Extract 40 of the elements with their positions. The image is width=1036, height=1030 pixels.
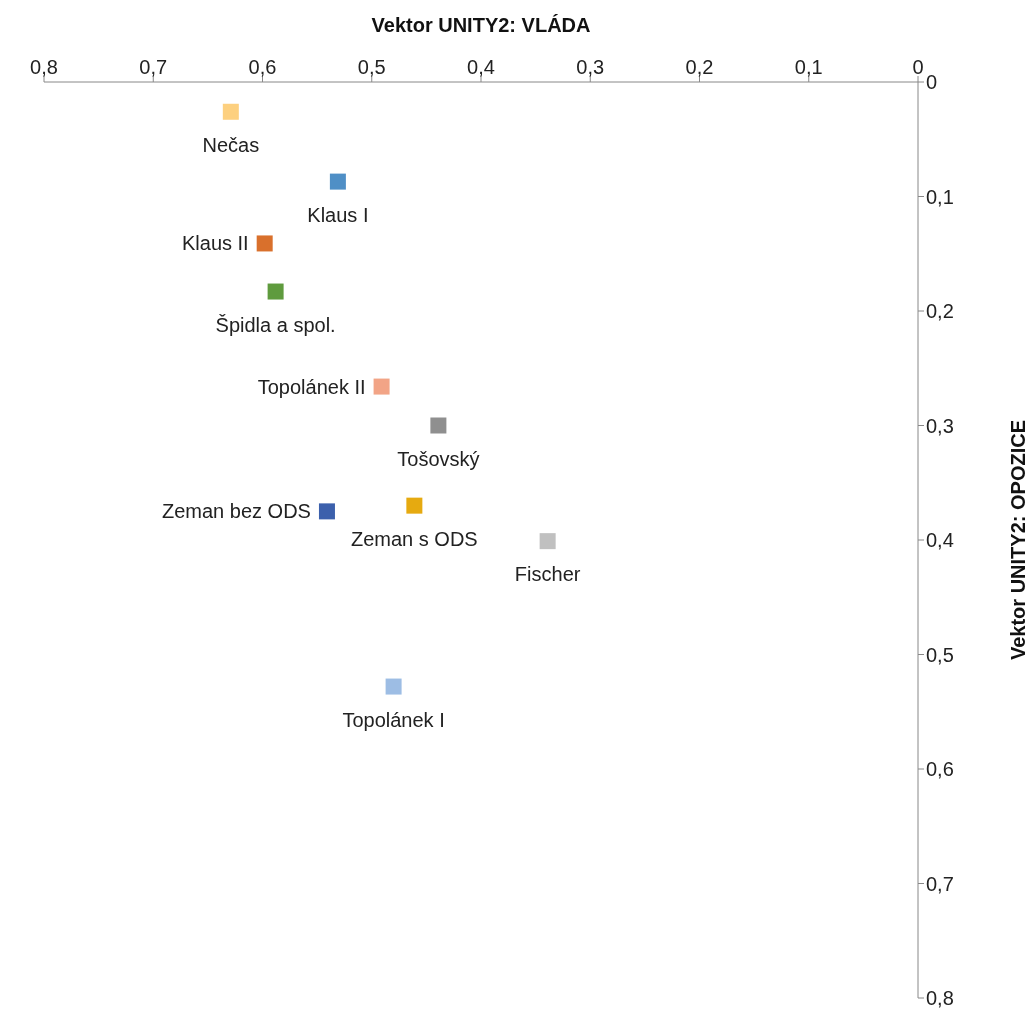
x-tick-label: 0,2	[685, 56, 714, 78]
x-tick-label: 0,6	[248, 56, 277, 78]
y-tick-label: 0,4	[926, 529, 954, 552]
x-tick-label: 0,5	[357, 56, 386, 78]
series-label: Topolánek II	[257, 375, 366, 398]
x-tick-label: 0,3	[576, 56, 605, 78]
y-tick-label: 0,2	[926, 300, 954, 323]
y-tick-label: 0,7	[926, 872, 954, 895]
x-tick-label: 0,7	[139, 56, 168, 78]
point	[222, 103, 239, 120]
x-tick-label: 0,8	[30, 56, 58, 78]
point	[385, 678, 402, 695]
point	[373, 378, 390, 395]
x-tick-label: 0	[912, 56, 924, 78]
y-tick-label: 0,5	[926, 643, 954, 666]
series-label: Tošovský	[397, 447, 480, 470]
series-label: Špidla a spol.	[215, 313, 336, 336]
series-label: Topolánek I	[342, 708, 445, 731]
point	[256, 235, 273, 252]
point	[329, 173, 346, 190]
y-axis-title: Vektor UNITY2: OPOZICE	[1007, 419, 1030, 661]
series-label: Klaus I	[307, 203, 369, 226]
point	[406, 497, 423, 514]
y-tick-label: 0,1	[926, 185, 954, 208]
point	[318, 503, 335, 520]
point	[539, 533, 556, 550]
series-label: Zeman s ODS	[351, 527, 478, 550]
y-tick-label: 0	[926, 71, 938, 94]
x-axis-title: Vektor UNITY2: VLÁDA	[371, 14, 591, 37]
series-label: Nečas	[202, 133, 260, 156]
point	[267, 283, 284, 300]
series-label: Klaus II	[181, 232, 249, 255]
y-tick-label: 0,6	[926, 758, 954, 781]
series-label: Zeman bez ODS	[162, 500, 311, 523]
y-tick-label: 0,8	[926, 987, 954, 1010]
y-tick-label: 0,3	[926, 414, 954, 437]
point	[430, 417, 447, 434]
x-tick-label: 0,1	[794, 56, 823, 78]
series-label: Fischer	[514, 563, 581, 586]
x-tick-label: 0,4	[467, 56, 495, 78]
